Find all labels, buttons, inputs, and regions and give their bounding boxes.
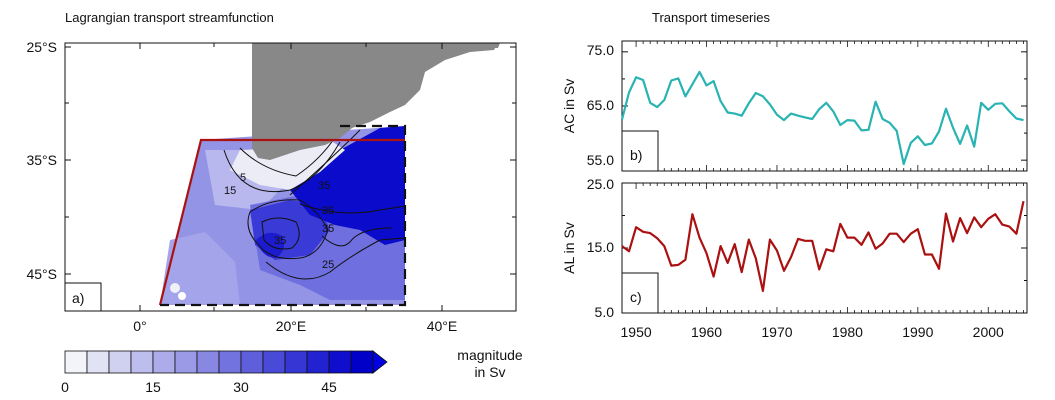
colorbar-segment <box>196 350 220 374</box>
contour-line <box>289 129 361 196</box>
colorbar-tick-label: 0 <box>61 379 69 395</box>
y-tick-label: 5.0 <box>595 304 615 320</box>
panel-label-box <box>621 130 659 172</box>
x-tick-label: 1950 <box>621 324 652 340</box>
colorbar-label-line1: magnitude <box>457 347 523 363</box>
field-inner-west <box>160 232 240 305</box>
contour-line <box>265 237 406 280</box>
y-tick-label: 65.0 <box>587 97 614 113</box>
contour-label: 35 <box>274 235 286 247</box>
lon-label: 0° <box>133 318 146 334</box>
colorbar-tick-label: 30 <box>233 379 249 395</box>
lon-label: 20°E <box>276 318 307 334</box>
contour-label: 35 <box>318 180 330 192</box>
lat-label: 45°S <box>26 266 57 282</box>
x-tick-label: 1980 <box>832 324 863 340</box>
x-tick-label: 1990 <box>902 324 933 340</box>
panel-c-frame <box>621 182 1028 314</box>
panel-label-c: c) <box>630 289 642 305</box>
map-ticks <box>65 43 516 311</box>
x-tick-label: 1970 <box>761 324 792 340</box>
colorbar-segment <box>306 350 330 374</box>
panel-label-b: b) <box>630 147 642 163</box>
contour-line <box>321 227 393 247</box>
colorbar-segment <box>218 350 242 374</box>
africa-land <box>252 43 498 160</box>
colorbar-label-line2: in Sv <box>474 364 505 380</box>
colorbar-segment <box>64 350 88 374</box>
panel-label-a: a) <box>72 290 84 306</box>
timeseries-title: Transport timeseries <box>652 10 770 25</box>
y-tick-label: 15.0 <box>587 239 614 255</box>
contour-label: 5 <box>240 172 246 184</box>
colorbar <box>64 350 388 374</box>
panel-b-plot <box>620 41 1027 171</box>
colorbar-segment <box>86 350 110 374</box>
colorbar-segment <box>284 350 308 374</box>
lon-label: 40°E <box>427 318 458 334</box>
colorbar-segment <box>262 350 286 374</box>
panel-label-box <box>621 272 659 314</box>
colorbar-segment <box>152 350 176 374</box>
colorbar-tick-label: 45 <box>321 379 337 395</box>
y-axis-label-ac: AC in Sv <box>561 79 577 133</box>
contour-line <box>299 203 406 214</box>
lat-label: 35°S <box>26 152 57 168</box>
y-tick-label: 25.0 <box>587 176 614 192</box>
panel-label-box <box>64 282 102 312</box>
contour-line <box>261 217 300 250</box>
colorbar-segment <box>328 350 352 374</box>
region-box-dashed <box>160 124 407 307</box>
colorbar-segment <box>350 350 374 374</box>
panel-b-frame <box>621 40 1028 172</box>
colorbar-segment <box>174 350 198 374</box>
contour-label: 35 <box>322 223 334 235</box>
map-area <box>160 43 500 305</box>
y-tick-label: 75.0 <box>587 42 614 58</box>
contour-label: 35 <box>322 205 334 217</box>
series-line <box>621 200 1025 292</box>
y-axis-label-al: AL in Sv <box>561 222 577 274</box>
contour-label: 25 <box>322 259 334 271</box>
colorbar-segment <box>130 350 154 374</box>
colorbar-segment <box>240 350 264 374</box>
field-spot <box>170 283 180 293</box>
colorbar-tick-label: 15 <box>145 379 161 395</box>
lat-label: 25°S <box>26 39 57 55</box>
x-tick-label: 2000 <box>973 324 1004 340</box>
contour-label: 15 <box>224 185 236 197</box>
panel-c-plot <box>621 182 1027 314</box>
map-title: Lagrangian transport streamfunction <box>65 10 274 25</box>
colorbar-segment <box>108 350 132 374</box>
colorbar-extension-arrow <box>372 350 388 374</box>
field-spot <box>178 292 186 300</box>
x-axis: 1950 1960 1970 1980 1990 2000 <box>621 324 1005 340</box>
series-line <box>620 70 1024 166</box>
contour-line <box>247 199 329 260</box>
y-tick-label: 55.0 <box>587 152 614 168</box>
x-tick-label: 1960 <box>691 324 722 340</box>
contour-line <box>239 135 337 177</box>
region-box-solid <box>158 138 405 306</box>
madagascar-land <box>480 43 500 48</box>
